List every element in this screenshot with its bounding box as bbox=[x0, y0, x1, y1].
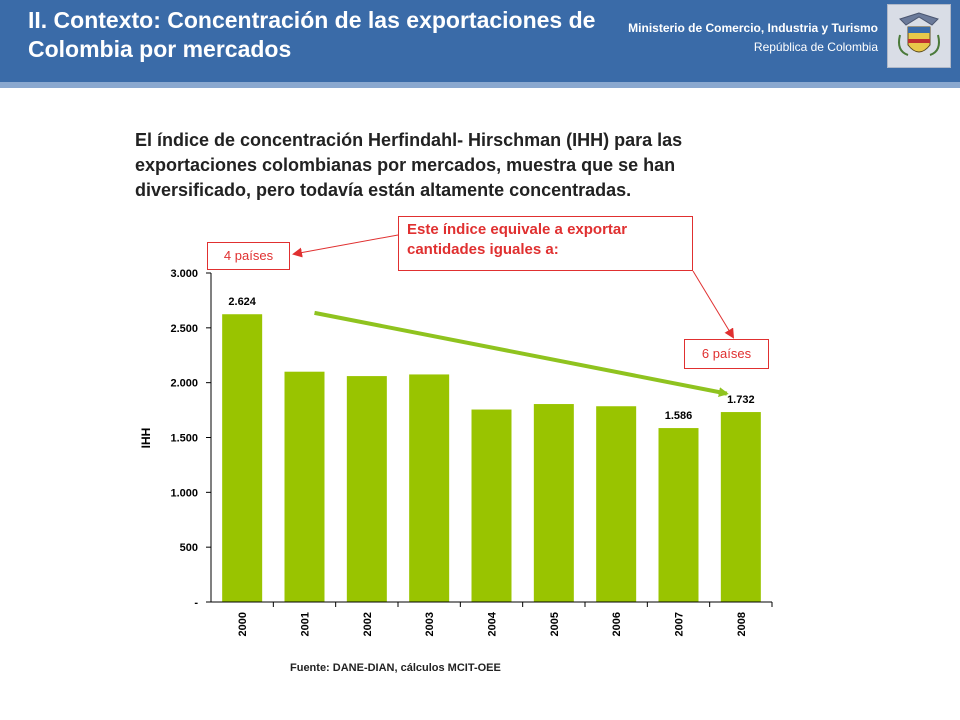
bar-2001 bbox=[284, 371, 325, 602]
x-tick-label: 2008 bbox=[736, 612, 748, 636]
y-tick-label: 3.000 bbox=[170, 268, 198, 280]
header-divider bbox=[0, 82, 960, 88]
data-label: 1.586 bbox=[665, 410, 693, 422]
x-tick-label: 2003 bbox=[424, 612, 436, 636]
callout-main: Este índice equivale a exportar cantidad… bbox=[398, 216, 693, 271]
x-tick-label: 2005 bbox=[549, 612, 561, 636]
bar-2005 bbox=[533, 404, 574, 602]
bar-2000 bbox=[222, 314, 263, 602]
x-tick-label: 2007 bbox=[674, 612, 686, 636]
y-axis-label: IHH bbox=[139, 428, 153, 449]
coat-of-arms-icon bbox=[887, 4, 951, 68]
ministry-name: Ministerio de Comercio, Industria y Turi… bbox=[628, 21, 878, 35]
bar-2003 bbox=[409, 374, 450, 602]
y-tick-label: 1.500 bbox=[170, 433, 198, 445]
x-tick-label: 2000 bbox=[237, 612, 249, 636]
y-tick-label: 500 bbox=[180, 542, 198, 554]
callout-pointer-left bbox=[292, 234, 399, 258]
bar-2008 bbox=[720, 412, 761, 602]
country-name: República de Colombia bbox=[753, 40, 878, 54]
y-tick-label: - bbox=[194, 597, 198, 609]
bar-2007 bbox=[658, 428, 699, 602]
header-bar bbox=[0, 0, 960, 82]
bar-2004 bbox=[471, 409, 512, 602]
callout-pointer-right bbox=[692, 270, 735, 339]
bar-2006 bbox=[596, 406, 637, 602]
data-label: 2.624 bbox=[228, 296, 256, 308]
trend-arrow bbox=[314, 310, 729, 398]
y-tick-label: 2.000 bbox=[170, 378, 198, 390]
y-tick-label: 2.500 bbox=[170, 323, 198, 335]
intro-text: El índice de concentración Herfindahl- H… bbox=[135, 130, 683, 200]
slide-title: II. Contexto: Concentración de las expor… bbox=[28, 7, 596, 62]
bar-2002 bbox=[346, 376, 387, 602]
x-tick-label: 2002 bbox=[362, 612, 374, 636]
y-tick-label: 1.000 bbox=[170, 487, 198, 499]
callout-4-countries: 4 países bbox=[207, 242, 290, 270]
x-tick-label: 2001 bbox=[300, 612, 312, 636]
x-tick-label: 2004 bbox=[487, 611, 499, 636]
ministry-block: Ministerio de Comercio, Industria y Turi… bbox=[628, 19, 878, 57]
data-label: 1.732 bbox=[727, 394, 755, 406]
callout-6-countries: 6 países bbox=[684, 339, 769, 369]
source-note: Fuente: DANE-DIAN, cálculos MCIT-OEE bbox=[290, 662, 501, 674]
x-tick-label: 2006 bbox=[611, 612, 623, 636]
